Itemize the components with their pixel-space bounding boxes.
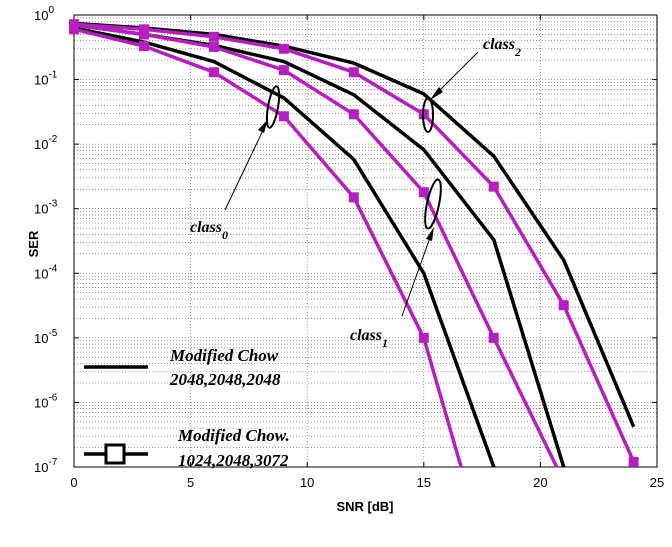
series-marker bbox=[138, 24, 149, 35]
legend: Modified Chow 2048,2048,2048 Modified Ch… bbox=[84, 346, 290, 470]
series-marker bbox=[69, 19, 79, 30]
class0-base: class bbox=[190, 219, 222, 236]
y-tick-label: 10-7 bbox=[34, 457, 58, 475]
series-line-magenta-3 bbox=[73, 27, 463, 468]
class2-label: class2 bbox=[483, 36, 521, 59]
y-tick-label: 10-6 bbox=[34, 392, 58, 410]
class2-sub: 2 bbox=[514, 45, 521, 59]
grid-lines bbox=[74, 15, 657, 467]
axis-ticks: 0 5 10 15 20 2510010-110-210-310-410-510-610-… bbox=[34, 5, 664, 490]
y-tick-label: 100 bbox=[34, 5, 54, 23]
x-tick-label: 20 bbox=[533, 475, 547, 490]
x-axis-title: SNR [dB] bbox=[336, 499, 393, 514]
y-axis-title: SER bbox=[26, 230, 41, 257]
series-marker bbox=[208, 31, 219, 42]
x-tick-label: 25 bbox=[650, 475, 664, 490]
y-tick-label: 10-5 bbox=[34, 328, 58, 346]
legend-1-line1: Modified Chow bbox=[169, 346, 279, 365]
class0-sub: 0 bbox=[222, 228, 228, 242]
series-marker bbox=[138, 29, 149, 40]
class2-base: class bbox=[483, 36, 515, 53]
legend-2-line1: Modified Chow. bbox=[177, 426, 290, 445]
class-annotations bbox=[224, 51, 479, 317]
series-line-black-0 bbox=[73, 26, 496, 468]
y-tick-label: 10-1 bbox=[34, 70, 58, 88]
legend-2-line2: 1024,2048,3072 bbox=[178, 451, 289, 470]
series-marker bbox=[488, 332, 499, 343]
class1-arrowhead bbox=[426, 227, 434, 241]
class0-label: class0 bbox=[190, 219, 228, 242]
x-tick-label: 0 bbox=[70, 475, 77, 490]
class0-arrowhead bbox=[258, 119, 268, 133]
series-marker bbox=[278, 43, 289, 54]
series-marker bbox=[278, 65, 289, 76]
series-line-magenta-4 bbox=[73, 23, 559, 468]
series-marker bbox=[418, 332, 429, 343]
series-marker bbox=[138, 41, 149, 52]
series-marker bbox=[418, 187, 429, 198]
class2-arrowhead bbox=[430, 87, 443, 100]
class1-ellipse bbox=[424, 178, 442, 230]
x-tick-label: 10 bbox=[300, 475, 314, 490]
class2-ellipse bbox=[422, 97, 434, 133]
legend-1-line2: 2048,2048,2048 bbox=[169, 370, 281, 389]
data-series bbox=[69, 19, 639, 468]
series-marker bbox=[348, 67, 359, 78]
plot-frame bbox=[73, 14, 658, 468]
class1-label: class1 bbox=[350, 327, 388, 350]
class0-ellipse bbox=[265, 85, 281, 129]
arrow-heads bbox=[258, 87, 443, 241]
class1-arrow bbox=[401, 231, 433, 317]
y-tick-label: 10-3 bbox=[34, 199, 58, 217]
y-tick-label: 10-4 bbox=[34, 263, 58, 281]
y-tick-label: 10-2 bbox=[34, 134, 58, 152]
series-marker bbox=[628, 456, 639, 467]
series-marker bbox=[348, 109, 359, 120]
x-tick-label: 5 bbox=[187, 475, 194, 490]
series-marker bbox=[208, 67, 219, 78]
series-line-black-2 bbox=[73, 21, 636, 428]
class0-arrow bbox=[224, 123, 267, 211]
series-marker bbox=[348, 192, 359, 203]
class1-sub: 1 bbox=[382, 336, 388, 350]
series-marker bbox=[278, 111, 289, 122]
class1-base: class bbox=[350, 327, 382, 344]
series-marker bbox=[488, 181, 499, 192]
class2-arrow bbox=[433, 51, 479, 97]
legend-square-marker bbox=[104, 443, 126, 465]
x-tick-label: 15 bbox=[417, 475, 431, 490]
series-marker bbox=[558, 300, 569, 311]
series-marker bbox=[208, 41, 219, 52]
